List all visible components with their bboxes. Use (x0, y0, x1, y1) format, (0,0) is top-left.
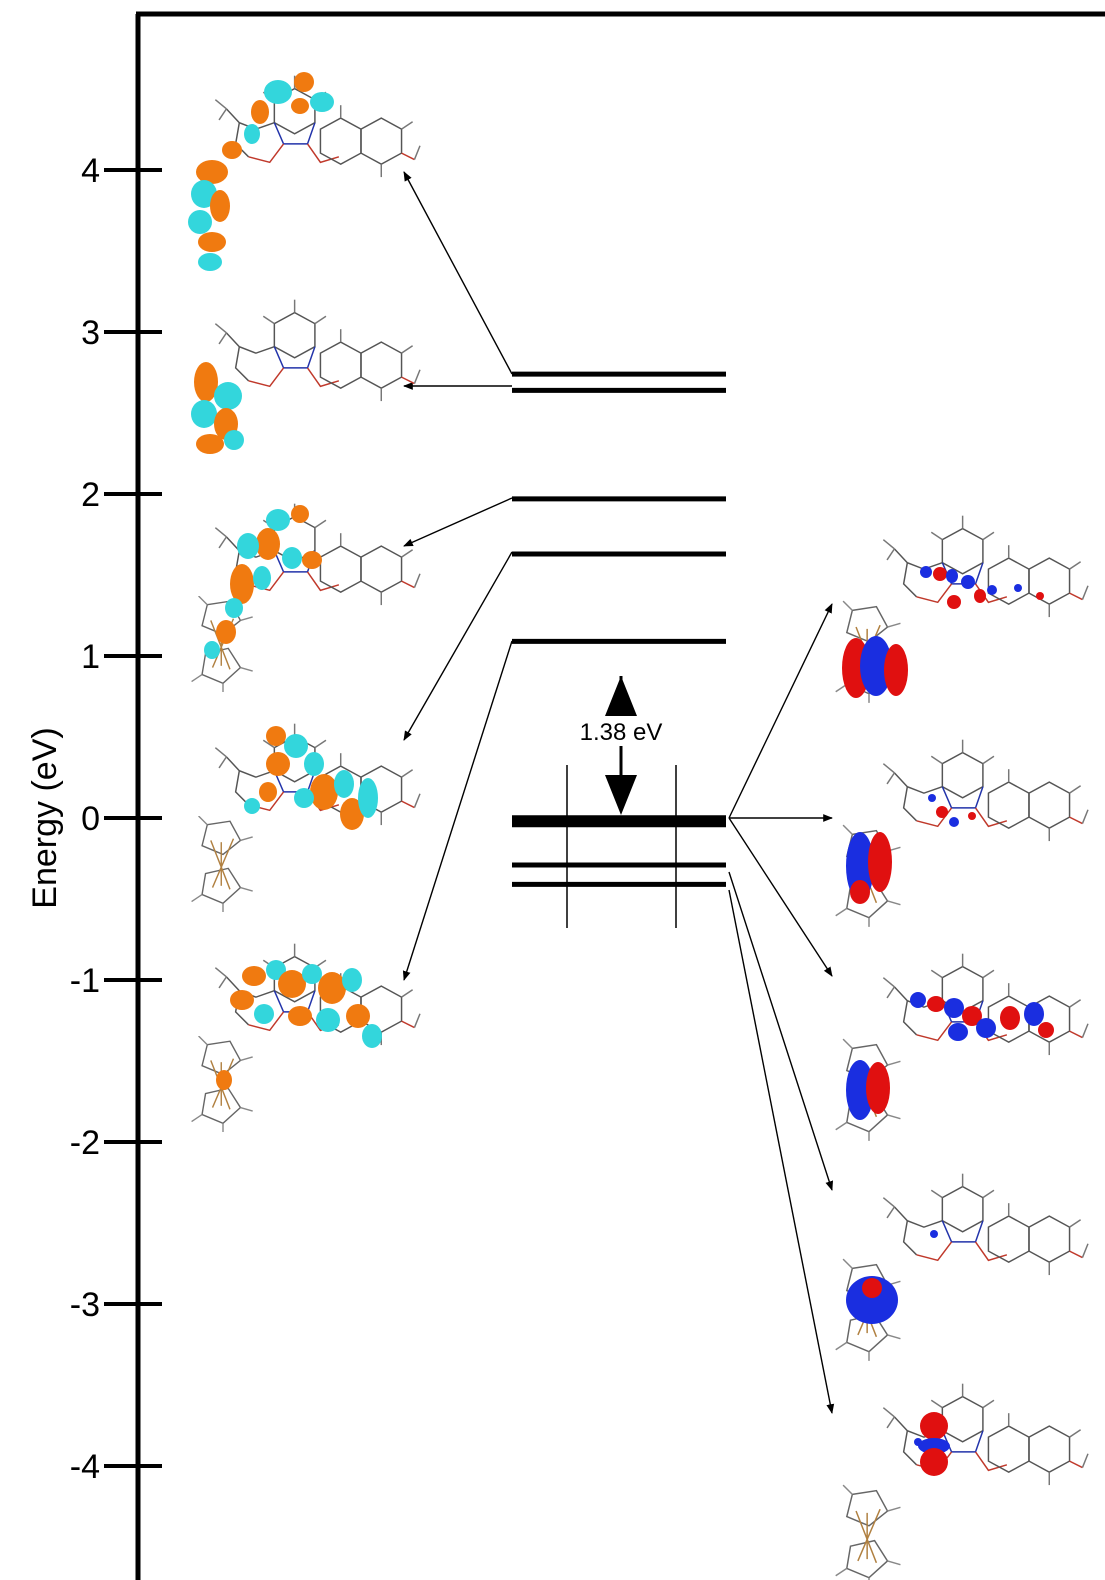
y-axis-ticks: 4 3 2 1 0 -1 -2 -3 -4 (70, 152, 162, 1486)
orbital-lumo-plus-3 (191, 298, 421, 454)
y-tick-label: 2 (81, 476, 100, 514)
connector-homo-minus-2 (728, 817, 833, 977)
gap-arrowhead-up (605, 676, 637, 716)
orbital-homo (834, 514, 1089, 704)
gap-arrowhead-down (605, 775, 637, 815)
orbital-homo-minus-3 (834, 1172, 1089, 1362)
gap-label-bg (568, 716, 674, 746)
orbital-lumo-plus-2 (190, 502, 421, 692)
left-connectors (402, 171, 513, 981)
orbital-homo-minus-2 (834, 952, 1089, 1142)
y-tick-label: -2 (70, 1124, 100, 1162)
energy-levels (512, 371, 726, 887)
y-tick-label: 4 (81, 152, 100, 190)
occupancy-guides (566, 765, 677, 928)
connector-lumo-plus-2 (403, 497, 513, 547)
gap-label: 1.38 eV (580, 719, 663, 746)
orbital-lumo-plus-1 (190, 722, 421, 912)
connector-lumo-plus-4 (403, 171, 513, 375)
y-tick-label: 3 (81, 314, 100, 352)
connector-lumo-plus-1 (403, 551, 513, 741)
orbital-lumo (190, 942, 421, 1132)
connector-homo-minus-3 (728, 871, 834, 1191)
connector-homo-minus-4 (728, 889, 835, 1414)
connector-lumo (402, 640, 513, 981)
right-connectors (728, 603, 835, 1414)
y-tick-label: -4 (70, 1448, 100, 1486)
y-tick-label: 1 (81, 638, 100, 676)
y-tick-label: -3 (70, 1286, 100, 1324)
y-tick-label: 0 (81, 800, 100, 838)
y-tick-label: -1 (70, 962, 100, 1000)
connector-homo (728, 603, 833, 819)
y-axis-label: Energy (eV) (26, 727, 64, 908)
plot-frame (135, 11, 1105, 1580)
orbital-homo-minus-4 (834, 1382, 1089, 1580)
orbital-lumo-plus-4 (188, 72, 421, 271)
gap-indicator: 1.38 eV (568, 676, 674, 815)
orbital-homo-minus-1 (834, 738, 1089, 928)
